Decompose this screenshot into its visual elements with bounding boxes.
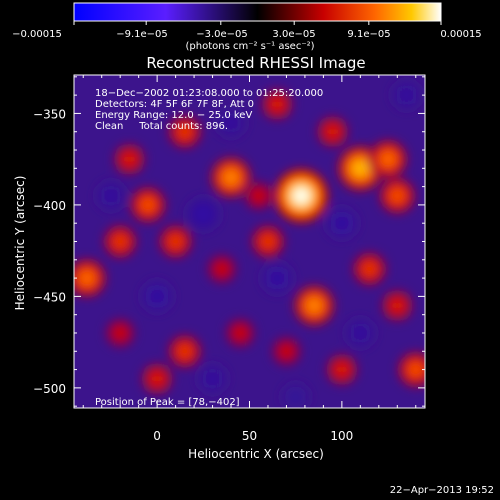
negative-region — [335, 216, 349, 230]
emission-source — [114, 326, 127, 340]
emission-source — [380, 152, 396, 167]
emission-source — [215, 262, 228, 276]
negative-region — [400, 89, 413, 102]
annotation-time-range: 18−Dec−2002 01:23:08.000 to 01:25:20.000 — [95, 88, 324, 99]
colorbar-tick-label: 0.00015 — [440, 29, 482, 40]
colorbar-tick-label: −0.00015 — [12, 29, 62, 40]
emission-source — [362, 262, 377, 276]
emission-source — [123, 152, 136, 166]
negative-region — [196, 207, 210, 221]
colorbar-gradient — [73, 2, 442, 22]
emission-source — [261, 234, 275, 249]
y-tick-label: −450 — [33, 290, 66, 304]
negative-region — [104, 189, 118, 202]
emission-source — [113, 234, 127, 249]
colorbar-tick-label: 9.1e−05 — [347, 29, 391, 40]
emission-source — [79, 270, 95, 286]
colorbar — [73, 2, 442, 25]
colorbar-units: (photons cm⁻² s⁻¹ asec⁻²) — [185, 41, 315, 52]
x-tick-label: 100 — [330, 429, 353, 443]
colorbar-tick-label: −9.1e−05 — [116, 29, 168, 40]
emission-source — [169, 234, 183, 249]
colorbar-tick-label: 3.0e−05 — [272, 29, 316, 40]
x-tick-label: 0 — [153, 429, 161, 443]
annotation-method: Clean Total counts: 896. — [95, 121, 229, 132]
emission-source — [150, 372, 164, 386]
emission-source — [335, 363, 349, 376]
negative-region — [206, 372, 219, 385]
emission-source — [270, 97, 284, 111]
negative-region — [354, 326, 367, 340]
negative-region — [289, 391, 302, 403]
emission-source — [178, 125, 192, 139]
negative-region — [224, 116, 238, 129]
y-tick-label: −400 — [33, 199, 66, 213]
negative-region — [270, 271, 284, 285]
emission-source — [223, 170, 239, 185]
y-tick-label: −500 — [33, 382, 66, 396]
emission-source — [252, 189, 265, 202]
emission-source — [408, 362, 423, 377]
emission-source — [292, 186, 311, 205]
emission-source — [178, 344, 192, 358]
emission-source — [234, 326, 247, 340]
annotation-detectors: Detectors: 4F 5F 6F 7F 8F, Att 0 — [95, 99, 255, 110]
footer-date: 22−Apr−2013 19:52 — [389, 485, 494, 496]
emission-source — [326, 125, 339, 139]
emission-source — [306, 298, 322, 313]
y-axis-label: Heliocentric Y (arcsec) — [13, 176, 27, 311]
x-axis-label: Heliocentric X (arcsec) — [188, 447, 324, 461]
negative-region — [150, 290, 164, 303]
emission-source — [352, 160, 369, 177]
x-tick-label: 50 — [242, 429, 257, 443]
annotation-energy-range: Energy Range: 12.0 − 25.0 keV — [95, 110, 253, 121]
emission-source — [141, 198, 155, 212]
colorbar-tick-label: −3.0e−05 — [196, 29, 248, 40]
annotation-peak-position: Position of Peak = [78,−402] — [95, 397, 240, 408]
emission-source — [390, 188, 405, 203]
emission-source — [280, 345, 293, 358]
emission-source — [390, 299, 404, 312]
chart-title: Reconstructed RHESSI Image — [146, 54, 366, 72]
y-tick-label: −350 — [33, 107, 66, 121]
